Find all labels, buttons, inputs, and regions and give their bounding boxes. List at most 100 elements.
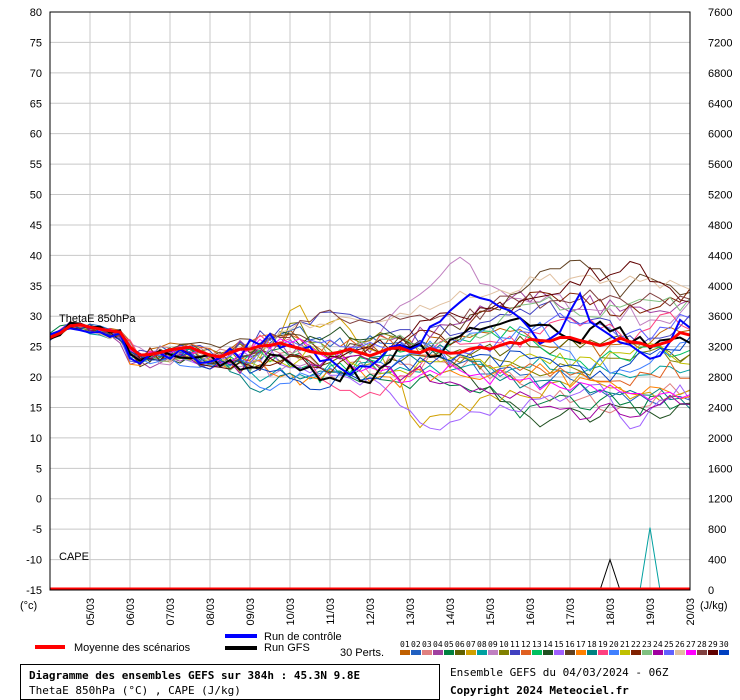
right-tick-label: 400 (708, 555, 726, 567)
pert-color-swatch (433, 650, 443, 655)
x-tick-label: 08/03 (205, 598, 217, 626)
pert-color-swatch (411, 650, 421, 655)
pert-color-swatch (400, 650, 410, 655)
right-tick-label: 3600 (708, 311, 732, 323)
pert-color-swatch (510, 650, 520, 655)
thetae-label: ThetaE 850hPa (59, 313, 136, 325)
pert-color-swatch (521, 650, 531, 655)
x-tick-label: 05/03 (85, 598, 97, 626)
pert-number: 24 (653, 640, 663, 649)
x-tick-label: 09/03 (245, 598, 257, 626)
right-tick-label: 7600 (708, 7, 732, 19)
left-tick-label: -15 (26, 585, 42, 597)
left-tick-label: -10 (26, 555, 42, 567)
left-tick-label: 60 (30, 129, 42, 141)
left-tick-label: 15 (30, 402, 42, 414)
x-tick-label: 15/03 (485, 598, 497, 626)
pert-number: 30 (719, 640, 729, 649)
legend-mean-label: Moyenne des scénarios (74, 642, 191, 654)
pert-number: 06 (455, 640, 465, 649)
pert-color-swatch (554, 650, 564, 655)
pert-number: 09 (488, 640, 498, 649)
pert-color-swatch (466, 650, 476, 655)
pert-color-swatch (708, 650, 718, 655)
left-tick-label: 45 (30, 220, 42, 232)
pert-color-swatch (598, 650, 608, 655)
right-tick-label: 0 (708, 585, 714, 597)
pert-number: 11 (510, 640, 520, 649)
left-tick-label: 55 (30, 159, 42, 171)
x-tick-label: 19/03 (645, 598, 657, 626)
pert-color-swatch (719, 650, 729, 655)
right-tick-label: 6400 (708, 98, 732, 110)
pert-color-swatch (631, 650, 641, 655)
pert-color-swatch (642, 650, 652, 655)
left-tick-label: 50 (30, 190, 42, 202)
right-tick-label: 7200 (708, 37, 732, 49)
copyright: Copyright 2024 Meteociel.fr (450, 684, 629, 697)
pert-color-swatch (532, 650, 542, 655)
pert-number: 12 (521, 640, 531, 649)
pert-color-swatch (664, 650, 674, 655)
pert-color-swatch (477, 650, 487, 655)
pert-number: 02 (411, 640, 421, 649)
x-tick-label: 16/03 (525, 598, 537, 626)
pert-number: 08 (477, 640, 487, 649)
x-tick-label: 07/03 (165, 598, 177, 626)
pert-number: 27 (686, 640, 696, 649)
left-tick-label: 35 (30, 281, 42, 293)
x-tick-label: 11/03 (325, 598, 337, 625)
right-tick-label: 4800 (708, 220, 732, 232)
pert-number: 04 (433, 640, 443, 649)
x-tick-label: 12/03 (365, 598, 377, 626)
pert-color-swatch (499, 650, 509, 655)
chart-subtitle: ThetaE 850hPa (°C) , CAPE (J/kg) (29, 684, 241, 697)
pert-number: 21 (620, 640, 630, 649)
footer-title-box: Diagramme des ensembles GEFS sur 384h : … (20, 664, 440, 700)
x-tick-label: 13/03 (405, 598, 417, 626)
left-tick-label: 20 (30, 372, 42, 384)
left-tick-label: 80 (30, 7, 42, 19)
pert-color-swatch (488, 650, 498, 655)
pert-color-swatch (587, 650, 597, 655)
right-tick-label: 800 (708, 524, 726, 536)
pert-color-swatch (620, 650, 630, 655)
pert-number: 10 (499, 640, 509, 649)
pert-number: 29 (708, 640, 718, 649)
pert-color-swatch (444, 650, 454, 655)
pert-color-swatch (653, 650, 663, 655)
pert-color-swatch (686, 650, 696, 655)
chart-title: Diagramme des ensembles GEFS sur 384h : … (29, 669, 361, 682)
pert-color-swatch (576, 650, 586, 655)
pert-number: 25 (664, 640, 674, 649)
pert-number: 15 (554, 640, 564, 649)
x-tick-label: 17/03 (565, 598, 577, 626)
legend-gfs-label: Run GFS (264, 642, 310, 654)
right-tick-label: 6800 (708, 68, 732, 80)
x-tick-label: 10/03 (285, 598, 297, 626)
member-line (49, 321, 691, 363)
pert-color-swatch (565, 650, 575, 655)
x-tick-label: 06/03 (125, 598, 137, 626)
pert-number: 16 (565, 640, 575, 649)
member-line (49, 324, 691, 410)
right-tick-label: 4000 (708, 281, 732, 293)
pert-color-swatch (543, 650, 553, 655)
pert-number: 28 (697, 640, 707, 649)
right-tick-label: 6000 (708, 129, 732, 141)
right-tick-label: 1600 (708, 463, 732, 475)
pert-number: 07 (466, 640, 476, 649)
pert-color-swatch (455, 650, 465, 655)
plot-frame (49, 11, 691, 591)
right-tick-label: 2800 (708, 372, 732, 384)
x-tick-label: 20/03 (685, 598, 697, 626)
right-tick-label: 5200 (708, 190, 732, 202)
right-tick-label: 5600 (708, 159, 732, 171)
left-tick-label: 25 (30, 342, 42, 354)
pert-number: 19 (598, 640, 608, 649)
pert-color-swatch (697, 650, 707, 655)
left-tick-label: 75 (30, 37, 42, 49)
pert-number: 17 (576, 640, 586, 649)
pert-number: 26 (675, 640, 685, 649)
member-line (49, 321, 691, 391)
